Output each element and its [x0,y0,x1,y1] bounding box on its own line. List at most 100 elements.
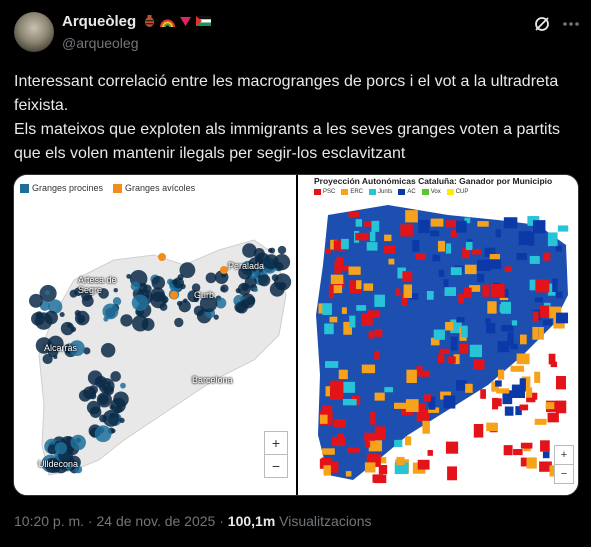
municipality-cell [374,426,386,440]
municipality-cell [329,387,343,400]
pig-farm-dot [141,318,155,331]
municipality-cell [363,283,374,291]
zoom-out-button[interactable]: − [264,454,288,478]
municipality-cell [540,440,550,452]
municipality-cell [555,376,567,390]
municipality-cell [473,359,485,370]
municipality-cell [400,224,413,237]
municipality-cell [539,461,552,472]
municipality-cell [364,221,376,227]
municipality-cell [473,423,484,438]
municipality-cell [402,271,413,282]
election-legend-item: CUP [446,189,468,195]
red-triangle-icon [180,17,191,26]
municipality-cell [355,232,369,241]
pig-farm-dot [112,297,122,306]
municipality-cell [486,422,498,432]
municipality-cell [507,332,514,346]
pig-farm-dot [110,371,121,382]
pig-farm-dot [69,289,78,298]
municipality-cell [503,217,518,229]
pig-farm-dot [69,340,85,357]
municipality-cell [401,293,408,306]
pig-farm-dot [215,297,227,309]
views-label: Visualitzacions [275,513,372,529]
election-legend-swatch [398,189,406,195]
municipality-cell [361,364,376,374]
election-map-canvas [316,205,569,484]
municipality-cell [555,312,569,324]
municipality-cell [341,238,349,250]
election-legend-swatch [314,189,321,195]
municipality-cell [535,279,550,293]
municipality-cell [409,293,419,300]
municipality-cell [338,369,348,380]
municipality-cell [464,264,477,275]
pig-farm-dot [113,287,118,293]
municipality-cell [532,326,539,340]
municipality-cell [521,376,531,389]
election-map-title: Proyección Autonómicas Cataluña: Ganador… [314,176,553,186]
municipality-cell [397,267,406,279]
pig-farm-dot [35,311,43,319]
pig-farm-dot [150,287,165,302]
municipality-cell [394,402,407,409]
election-zoom-out-button[interactable]: − [554,464,574,484]
municipality-cell [526,457,537,469]
post-timestamp[interactable]: 10:20 p. m. · 24 de nov. de 2025 · [14,513,228,529]
municipality-cell [437,240,445,252]
municipality-cell [495,229,501,238]
municipality-cell [384,387,394,393]
municipality-cell [416,409,430,422]
municipality-cell [489,259,502,269]
election-map[interactable]: Proyección Autonómicas Cataluña: Ganador… [298,175,578,495]
place-label: Alcarràs [44,343,78,353]
author-handle[interactable]: @arqueoleg [62,35,139,51]
municipality-cell [456,380,468,391]
municipality-cell [497,369,505,380]
municipality-cell [450,336,458,351]
post-media[interactable]: Granges procines Granges avícoles Perala… [13,174,579,496]
municipality-cell [370,411,376,425]
pig-farm-dot [253,287,258,293]
pig-farm-dot [213,314,219,320]
pig-farm-dot [42,353,53,365]
pig-farm-dot [178,300,191,313]
municipality-cell [492,397,499,410]
election-legend-item: PSC [314,189,335,195]
municipality-cell [430,218,444,227]
pig-farm-dot [142,284,152,294]
election-zoom-in-button[interactable]: + [554,445,574,465]
municipality-cell [510,343,518,350]
pig-farm-dot [102,303,119,320]
municipality-cell [368,440,383,452]
municipality-cell [464,217,471,224]
municipality-cell [324,323,334,335]
municipality-cell [405,210,418,223]
municipality-cell [547,232,558,247]
pig-farm-dot [109,404,115,410]
municipality-cell [445,243,452,254]
avatar[interactable] [14,12,54,52]
municipality-cell [529,255,540,264]
municipality-cell [396,456,405,466]
municipality-cell [500,301,511,314]
grok-icon[interactable] [532,14,552,34]
more-icon[interactable] [560,14,582,34]
name-emojis [142,14,211,28]
pig-farm-dot [242,243,257,258]
author-name[interactable]: Arqueòleg [62,13,137,30]
zoom-in-button[interactable]: + [264,431,288,455]
farms-map[interactable]: Granges procines Granges avícoles Perala… [14,175,296,495]
municipality-cell [319,414,328,424]
municipality-cell [555,291,563,299]
municipality-cell [547,283,556,296]
election-legend: PSC ERC Junts AC Vox CUP [314,189,468,195]
municipality-cell [501,324,514,332]
municipality-cell [445,321,454,331]
municipality-cell [542,252,551,261]
pig-farm-dot [47,299,63,314]
municipality-cell [465,383,473,393]
municipality-cell [364,432,376,441]
poultry-swatch [113,183,123,193]
